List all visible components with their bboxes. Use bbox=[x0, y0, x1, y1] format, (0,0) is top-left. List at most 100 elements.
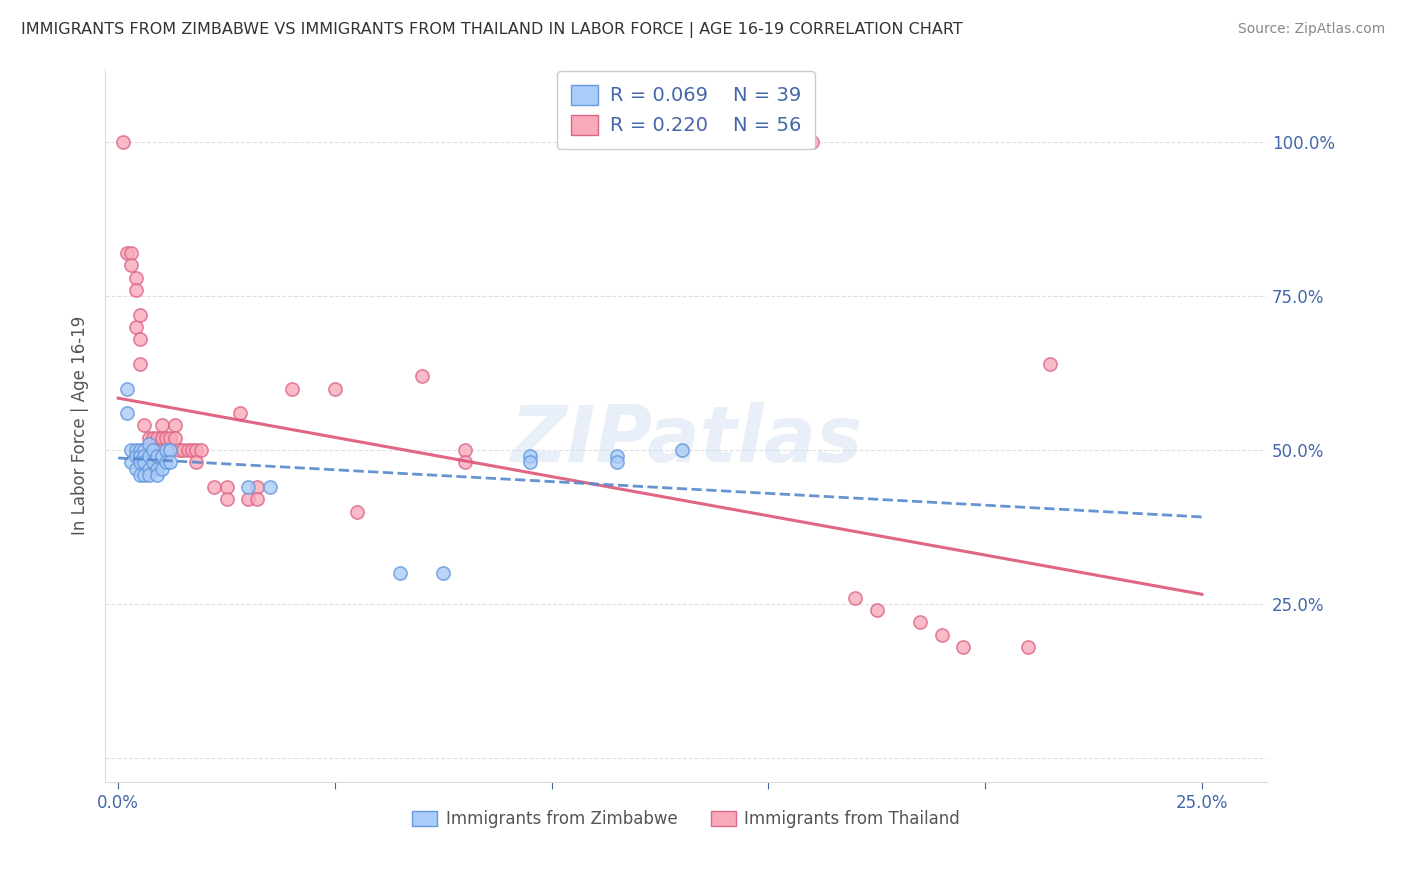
Point bbox=[138, 455, 160, 469]
Text: ZIPatlas: ZIPatlas bbox=[510, 401, 862, 478]
Point bbox=[138, 467, 160, 482]
Point bbox=[146, 467, 169, 482]
Point bbox=[138, 437, 160, 451]
Point bbox=[115, 382, 138, 396]
Legend: Immigrants from Zimbabwe, Immigrants from Thailand: Immigrants from Zimbabwe, Immigrants fro… bbox=[406, 804, 966, 835]
Point bbox=[323, 382, 346, 396]
Point bbox=[606, 449, 628, 463]
Point bbox=[124, 449, 146, 463]
Point bbox=[163, 418, 186, 433]
Point bbox=[120, 259, 142, 273]
Point bbox=[202, 480, 225, 494]
Point bbox=[844, 591, 866, 605]
Point bbox=[155, 431, 177, 445]
Point bbox=[128, 332, 150, 346]
Point bbox=[259, 480, 281, 494]
Point bbox=[124, 443, 146, 458]
Point bbox=[115, 246, 138, 260]
Point bbox=[142, 431, 165, 445]
Point bbox=[908, 615, 931, 630]
Point bbox=[138, 443, 160, 458]
Point bbox=[142, 455, 165, 469]
Point bbox=[146, 431, 169, 445]
Text: IMMIGRANTS FROM ZIMBABWE VS IMMIGRANTS FROM THAILAND IN LABOR FORCE | AGE 16-19 : IMMIGRANTS FROM ZIMBABWE VS IMMIGRANTS F… bbox=[21, 22, 963, 38]
Point bbox=[124, 461, 146, 475]
Point bbox=[134, 443, 156, 458]
Point bbox=[432, 566, 454, 581]
Point bbox=[120, 455, 142, 469]
Point bbox=[150, 449, 173, 463]
Text: Source: ZipAtlas.com: Source: ZipAtlas.com bbox=[1237, 22, 1385, 37]
Point bbox=[150, 443, 173, 458]
Point bbox=[159, 431, 181, 445]
Point bbox=[115, 406, 138, 420]
Point bbox=[176, 443, 198, 458]
Point bbox=[142, 455, 165, 469]
Point bbox=[411, 369, 433, 384]
Point bbox=[519, 455, 541, 469]
Point bbox=[128, 308, 150, 322]
Point bbox=[606, 455, 628, 469]
Point bbox=[246, 492, 269, 507]
Point bbox=[128, 467, 150, 482]
Point bbox=[346, 505, 368, 519]
Point bbox=[155, 443, 177, 458]
Point bbox=[159, 443, 181, 458]
Point bbox=[519, 449, 541, 463]
Point bbox=[146, 449, 169, 463]
Point bbox=[138, 449, 160, 463]
Point bbox=[866, 603, 889, 617]
Y-axis label: In Labor Force | Age 16-19: In Labor Force | Age 16-19 bbox=[72, 316, 89, 535]
Point bbox=[134, 418, 156, 433]
Point bbox=[146, 443, 169, 458]
Point bbox=[1039, 357, 1062, 371]
Point bbox=[138, 431, 160, 445]
Point bbox=[190, 443, 212, 458]
Point bbox=[454, 455, 477, 469]
Point bbox=[128, 357, 150, 371]
Point bbox=[155, 455, 177, 469]
Point bbox=[238, 480, 260, 494]
Point bbox=[952, 640, 974, 654]
Point bbox=[215, 480, 238, 494]
Point bbox=[280, 382, 302, 396]
Point bbox=[671, 443, 693, 458]
Point bbox=[124, 283, 146, 297]
Point bbox=[138, 461, 160, 475]
Point bbox=[142, 443, 165, 458]
Point bbox=[454, 443, 477, 458]
Point bbox=[238, 492, 260, 507]
Point bbox=[120, 443, 142, 458]
Point bbox=[246, 480, 269, 494]
Point bbox=[150, 461, 173, 475]
Point bbox=[167, 443, 190, 458]
Point bbox=[150, 418, 173, 433]
Point bbox=[146, 461, 169, 475]
Point bbox=[134, 443, 156, 458]
Point bbox=[142, 443, 165, 458]
Point bbox=[159, 443, 181, 458]
Point bbox=[134, 467, 156, 482]
Point bbox=[120, 246, 142, 260]
Point bbox=[128, 443, 150, 458]
Point bbox=[228, 406, 250, 420]
Point bbox=[388, 566, 411, 581]
Point bbox=[134, 449, 156, 463]
Point bbox=[1018, 640, 1040, 654]
Point bbox=[128, 449, 150, 463]
Point bbox=[800, 136, 823, 150]
Point bbox=[128, 455, 150, 469]
Point bbox=[186, 443, 208, 458]
Point bbox=[215, 492, 238, 507]
Point bbox=[931, 628, 953, 642]
Point bbox=[163, 431, 186, 445]
Point bbox=[111, 136, 134, 150]
Point bbox=[159, 455, 181, 469]
Point bbox=[150, 431, 173, 445]
Point bbox=[124, 320, 146, 334]
Point bbox=[186, 455, 208, 469]
Point bbox=[172, 443, 194, 458]
Point bbox=[124, 270, 146, 285]
Point bbox=[134, 455, 156, 469]
Point bbox=[180, 443, 202, 458]
